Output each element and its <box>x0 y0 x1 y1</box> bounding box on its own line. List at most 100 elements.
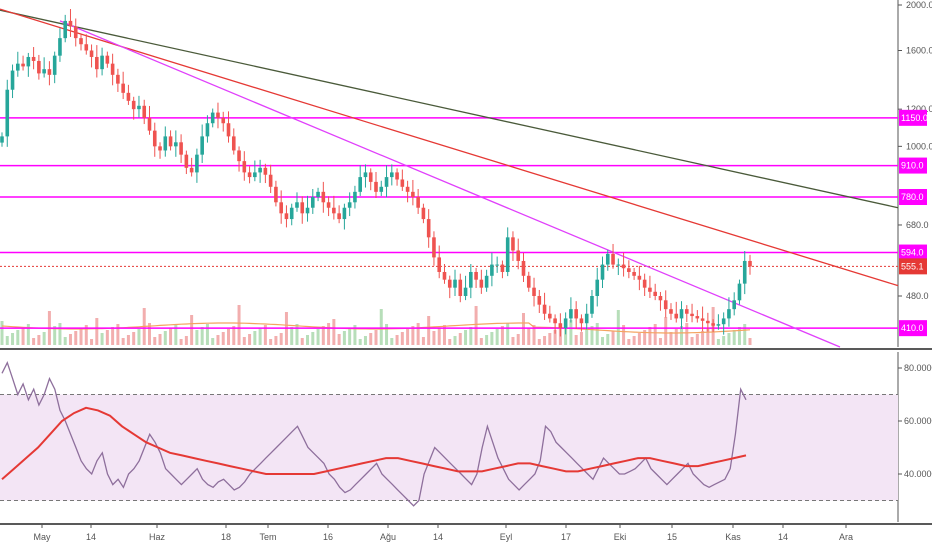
candle-body <box>310 197 315 208</box>
candle-body <box>605 253 610 265</box>
candle-body <box>84 44 89 51</box>
candle-body <box>52 55 57 75</box>
level-tag-1 <box>899 157 927 174</box>
volume-bar <box>495 329 499 345</box>
candle-body <box>21 63 25 67</box>
volume-bar <box>479 338 483 345</box>
volume-bar <box>511 337 515 345</box>
volume-bar <box>590 326 594 345</box>
candle-body <box>637 275 642 280</box>
volume-bar <box>548 333 552 345</box>
candle-body <box>368 172 373 182</box>
volume-bar <box>269 339 273 345</box>
volume-bar <box>448 339 452 345</box>
level-tag-0 <box>899 109 927 126</box>
candle-body <box>447 279 452 288</box>
candle-body <box>332 207 336 214</box>
volume-bar <box>74 331 78 345</box>
volume-bar <box>416 323 420 345</box>
time-axis-label-12: Kas <box>725 532 741 542</box>
candle-body <box>289 207 294 220</box>
volume-bar <box>595 323 599 345</box>
candle-body <box>548 313 552 319</box>
candle-body <box>727 309 731 319</box>
volume-bar <box>105 330 109 345</box>
volume-bar <box>648 327 652 345</box>
time-axis-label-14: Ara <box>839 532 853 542</box>
volume-bar <box>63 337 67 345</box>
candle-body <box>642 279 647 288</box>
candle-body <box>711 323 715 326</box>
volume-bar <box>290 327 294 345</box>
volume-bar <box>579 332 583 345</box>
candle-body <box>632 271 636 276</box>
volume-bar <box>327 323 331 345</box>
trendline-dark <box>0 9 899 209</box>
volume-bar <box>68 334 72 345</box>
volume-bar <box>132 332 136 345</box>
time-axis-label-4: Tem <box>259 532 276 542</box>
volume-bar <box>627 339 631 345</box>
candle-body <box>437 257 442 272</box>
volume-bar <box>111 327 115 345</box>
volume-bar <box>553 330 557 345</box>
time-axis-label-6: Ağu <box>380 532 396 542</box>
candle-body <box>300 202 305 214</box>
candle-body <box>242 161 247 173</box>
volume-bar <box>527 328 531 345</box>
level-tag-label-3: 594.0 <box>901 248 924 258</box>
volume-bar <box>32 338 36 345</box>
price-axis-label-5: 480.0 <box>906 291 929 301</box>
volume-bar <box>632 336 636 345</box>
volume-bar <box>743 324 747 345</box>
candle-body <box>184 154 189 168</box>
volume-bar <box>53 326 57 345</box>
candle-body <box>47 69 52 75</box>
volume-bar <box>748 338 752 345</box>
volume-bar <box>216 335 220 345</box>
candle-body <box>189 167 194 173</box>
volume-bar <box>574 335 578 345</box>
volume-bar <box>169 328 173 345</box>
volume-bar <box>464 330 468 345</box>
volume-bar <box>121 338 125 345</box>
rsi-axis-label-1: 60.0000 <box>904 416 932 426</box>
candle-body <box>237 150 241 162</box>
volume-bar <box>664 317 668 345</box>
volume-bar <box>658 338 662 345</box>
candle-body <box>374 181 378 192</box>
volume-bar <box>369 333 373 345</box>
volume-bar <box>379 309 383 345</box>
candle-body <box>595 279 600 296</box>
volume-bar <box>316 329 320 345</box>
candle-body <box>110 63 115 75</box>
volume-bar <box>653 324 657 345</box>
candle-body <box>221 117 226 124</box>
volume-bar <box>179 339 183 345</box>
candle-body <box>432 237 436 258</box>
level-tag-label-0: 1150.0 <box>901 113 928 123</box>
candle-body <box>505 237 510 272</box>
candle-body <box>247 172 252 178</box>
candle-body <box>400 179 405 187</box>
volume-bar <box>90 339 94 345</box>
candle-body <box>521 260 526 276</box>
volume-bar <box>37 335 41 345</box>
candle-body <box>526 275 531 288</box>
candle-body <box>142 105 147 118</box>
last-price-label: 555.1 <box>901 261 924 271</box>
volume-bar <box>601 337 605 345</box>
candle-body <box>95 56 99 70</box>
time-axis-label-1: 14 <box>86 532 96 542</box>
volume-bar <box>126 335 130 345</box>
volume-bar <box>432 331 436 345</box>
candle-body <box>258 167 262 173</box>
volume-bar <box>442 325 446 345</box>
volume-bar <box>84 325 88 345</box>
volume-bar <box>500 326 504 345</box>
candle-body <box>563 318 568 329</box>
volume-bar <box>348 328 352 345</box>
volume-bar <box>680 326 684 345</box>
